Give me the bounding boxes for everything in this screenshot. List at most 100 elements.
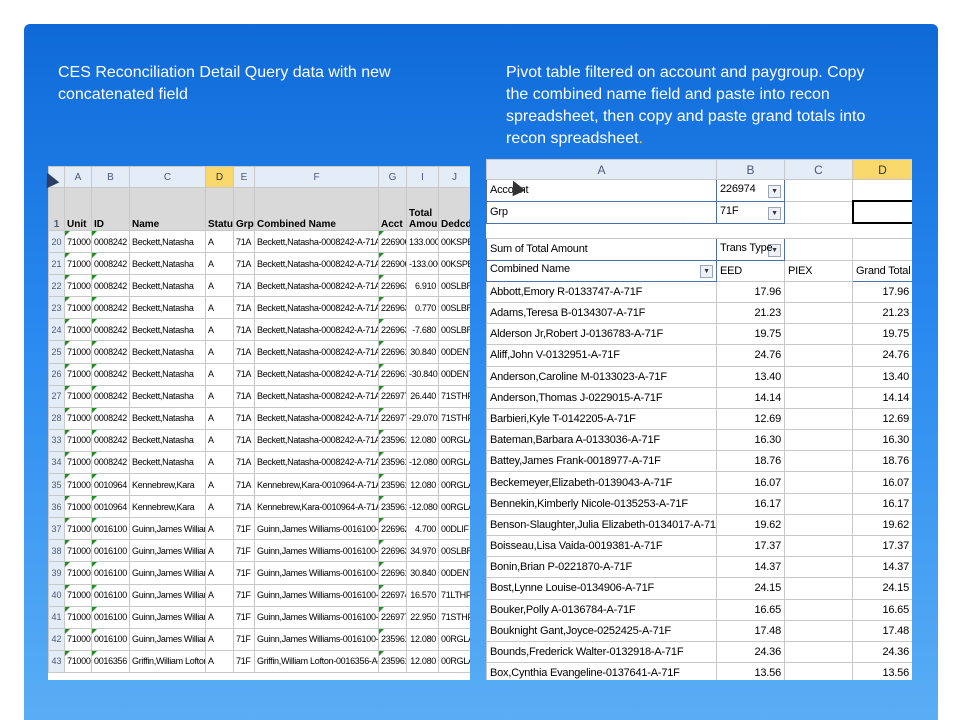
data-cell[interactable]: Beckett,Natasha-0008242-A-71A <box>254 450 379 475</box>
filter-dropdown-icon[interactable]: ▼ <box>768 206 781 220</box>
data-cell[interactable]: 0010964 <box>91 473 130 497</box>
data-cell[interactable]: 0008242 <box>91 362 130 386</box>
data-cell[interactable]: 71A <box>233 296 255 320</box>
data-cell[interactable]: A <box>205 649 234 673</box>
data-cell[interactable]: 71000 <box>64 274 92 298</box>
data-cell[interactable]: 71000 <box>64 605 92 629</box>
data-cell[interactable]: 71000 <box>64 252 92 276</box>
piex-header[interactable]: PIEX <box>784 259 853 282</box>
data-cell[interactable]: 71000 <box>64 583 92 607</box>
data-cell[interactable]: Beckett,Natasha-0008242-A-71A <box>254 252 379 276</box>
data-cell[interactable]: 71000 <box>64 649 92 673</box>
data-cell[interactable]: -12.080 <box>406 495 439 519</box>
row-number[interactable]: 35 <box>48 473 65 497</box>
data-cell[interactable]: 00SLBR <box>438 274 470 298</box>
data-cell[interactable]: Guinn,James Williams-0016100-A-71F <box>254 561 379 585</box>
combined-name-cell[interactable]: Benson-Slaughter,Julia Elizabeth-0134017… <box>486 513 717 537</box>
data-cell[interactable]: 12.080 <box>406 428 439 452</box>
eed-cell[interactable]: 17.37 <box>716 534 785 558</box>
row-number[interactable]: 34 <box>48 450 65 475</box>
column-header-cell[interactable]: Name <box>129 187 206 231</box>
eed-cell[interactable]: 16.30 <box>716 429 785 452</box>
data-cell[interactable]: 0010964 <box>91 495 130 519</box>
data-cell[interactable]: 71000 <box>64 627 92 651</box>
eed-cell[interactable]: 17.96 <box>716 280 785 303</box>
empty-cell[interactable] <box>716 222 785 240</box>
column-header-cell[interactable]: Unit <box>64 187 92 231</box>
column-letter-b[interactable]: B <box>91 166 130 188</box>
grand-total-cell[interactable]: 17.96 <box>852 280 912 303</box>
data-cell[interactable]: Beckett,Natasha-0008242-A-71A <box>254 229 379 254</box>
data-cell[interactable]: A <box>205 340 234 364</box>
data-cell[interactable]: 226963 <box>378 296 407 320</box>
data-cell[interactable]: 00SLBR <box>438 539 470 563</box>
piex-cell[interactable] <box>784 429 853 452</box>
data-cell[interactable]: 71A <box>233 252 255 276</box>
combined-name-cell[interactable]: Bateman,Barbara A-0133036-A-71F <box>486 429 717 452</box>
data-cell[interactable]: 71000 <box>64 450 92 475</box>
row-number[interactable]: 1 <box>48 187 65 231</box>
data-cell[interactable]: 30.840 <box>406 561 439 585</box>
data-cell[interactable]: Kennebrew,Kara <box>129 495 206 519</box>
data-cell[interactable]: 226963 <box>378 318 407 342</box>
data-cell[interactable]: Guinn,James Williams <box>129 561 206 585</box>
combined-name-cell[interactable]: Aliff,John V-0132951-A-71F <box>486 344 717 367</box>
piex-cell[interactable] <box>784 577 853 600</box>
combined-name-cell[interactable]: Barbieri,Kyle T-0142205-A-71F <box>486 407 717 431</box>
combined-name-cell[interactable]: Battey,James Frank-0018977-A-71F <box>486 450 717 473</box>
data-cell[interactable]: Guinn,James Williams <box>129 627 206 651</box>
data-cell[interactable]: 226977 <box>378 605 407 629</box>
data-cell[interactable]: 0008242 <box>91 450 130 475</box>
data-cell[interactable]: Beckett,Natasha <box>129 229 206 254</box>
piex-cell[interactable] <box>784 450 853 473</box>
data-cell[interactable]: Beckett,Natasha-0008242-A-71A <box>254 428 379 452</box>
eed-cell[interactable]: 13.40 <box>716 365 785 388</box>
row-number[interactable]: 43 <box>48 649 65 673</box>
data-cell[interactable]: A <box>205 384 234 408</box>
filter-value[interactable]: ▼ 226974 <box>716 179 785 202</box>
column-header-cell[interactable]: Grp <box>233 187 255 231</box>
data-cell[interactable]: 235961 <box>378 495 407 519</box>
data-cell[interactable]: 0.770 <box>406 296 439 320</box>
data-cell[interactable]: 235961 <box>378 473 407 497</box>
grand-total-cell[interactable]: 17.37 <box>852 534 912 558</box>
row-number[interactable]: 22 <box>48 274 65 298</box>
column-letter-j[interactable]: J <box>438 166 470 188</box>
data-cell[interactable]: 71000 <box>64 406 92 430</box>
row-number[interactable]: 27 <box>48 384 65 408</box>
grand-total-cell[interactable]: 16.65 <box>852 598 912 621</box>
piex-cell[interactable] <box>784 280 853 303</box>
data-cell[interactable]: 226977 <box>378 406 407 430</box>
data-cell[interactable]: -12.080 <box>406 450 439 475</box>
data-cell[interactable]: A <box>205 605 234 629</box>
filter-dropdown-icon[interactable]: ▼ <box>768 184 781 198</box>
eed-cell[interactable]: 24.76 <box>716 344 785 367</box>
data-cell[interactable]: 0016100 <box>91 627 130 651</box>
combined-name-cell[interactable]: Bouker,Polly A-0136784-A-71F <box>486 598 717 621</box>
data-cell[interactable]: A <box>205 318 234 342</box>
data-cell[interactable]: A <box>205 561 234 585</box>
data-cell[interactable]: Guinn,James Williams <box>129 583 206 607</box>
data-cell[interactable]: 16.570 <box>406 583 439 607</box>
data-cell[interactable]: 71A <box>233 362 255 386</box>
data-cell[interactable]: 71LTHF <box>438 583 470 607</box>
data-cell[interactable]: A <box>205 252 234 276</box>
data-cell[interactable]: A <box>205 428 234 452</box>
data-cell[interactable]: 0016100 <box>91 539 130 563</box>
data-cell[interactable]: 00DENT <box>438 340 470 364</box>
row-number[interactable]: 38 <box>48 539 65 563</box>
data-cell[interactable]: -133.000 <box>406 252 439 276</box>
data-cell[interactable]: Beckett,Natasha-0008242-A-71A <box>254 274 379 298</box>
data-cell[interactable]: 71F <box>233 583 255 607</box>
row-number[interactable]: 37 <box>48 517 65 541</box>
data-cell[interactable]: 0016356 <box>91 649 130 673</box>
data-cell[interactable]: Guinn,James Williams-0016100-A-71F <box>254 539 379 563</box>
column-header-cell[interactable]: Dedcd <box>438 187 470 231</box>
data-cell[interactable]: 00KSPB <box>438 229 470 254</box>
data-cell[interactable]: 71A <box>233 473 255 497</box>
eed-cell[interactable]: 16.17 <box>716 492 785 515</box>
column-letter-b[interactable]: B <box>716 159 785 180</box>
data-cell[interactable]: 0008242 <box>91 296 130 320</box>
piex-cell[interactable] <box>784 598 853 621</box>
